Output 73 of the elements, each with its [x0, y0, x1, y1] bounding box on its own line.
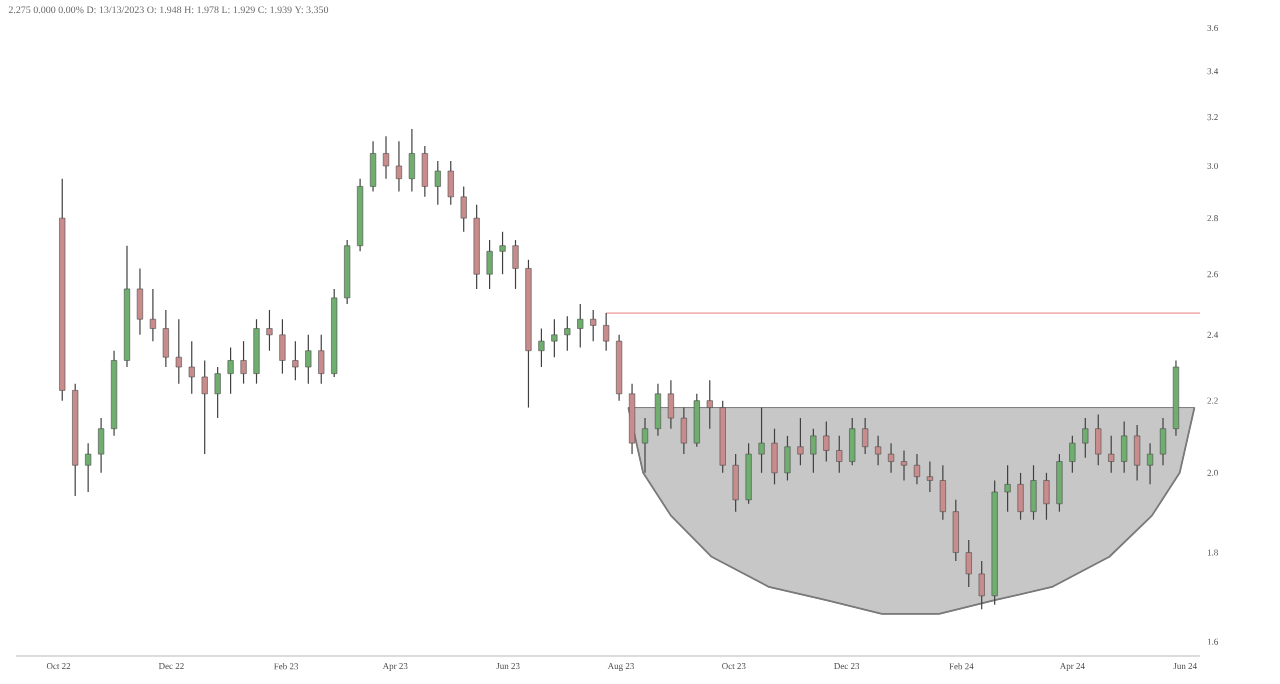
candlestick [680, 406, 687, 455]
candlestick [693, 393, 700, 448]
candlestick [887, 442, 895, 474]
candlestick [654, 383, 662, 437]
candlestick [175, 318, 182, 385]
candlestick [745, 442, 752, 505]
candlestick [188, 340, 195, 395]
candlestick [369, 140, 377, 193]
candlestick [913, 453, 921, 485]
candlestick [240, 340, 247, 385]
candlestick [706, 379, 713, 430]
candlestick [149, 288, 156, 342]
candlestick [253, 318, 260, 385]
candlestick [1030, 464, 1037, 521]
candlestick [978, 560, 985, 610]
candlestick [421, 145, 428, 198]
candlestick [305, 334, 312, 385]
candlestick [227, 346, 234, 395]
candlestick [292, 340, 299, 381]
candlestick [266, 309, 273, 352]
candlestick [564, 315, 571, 352]
candlestick [1095, 413, 1102, 466]
candlestick [849, 417, 856, 466]
candlestick [1069, 435, 1076, 474]
candlestick [434, 160, 441, 206]
candlestick [551, 318, 558, 358]
candlestick [318, 334, 325, 385]
candlestick [460, 185, 467, 233]
candlestick [447, 160, 454, 206]
candlestick [1108, 435, 1115, 474]
candlestick [965, 539, 972, 588]
candlestick [512, 239, 519, 290]
candlestick [939, 464, 946, 521]
candlestick [771, 428, 778, 485]
candlestick [408, 128, 415, 193]
candlestick [201, 359, 208, 455]
candlestick [382, 135, 390, 180]
candlestick [603, 312, 610, 352]
candlestick [900, 449, 908, 482]
candlestick [395, 140, 403, 193]
candlestick [1134, 424, 1141, 482]
candlestick [758, 406, 765, 474]
candlestick [926, 460, 933, 493]
candlestick [1121, 420, 1128, 474]
candlestick [1146, 442, 1154, 485]
candlestick [784, 435, 791, 482]
candlestick [641, 417, 649, 474]
candlestick [279, 318, 286, 375]
candlestick [85, 442, 92, 493]
candlestick [98, 417, 105, 474]
candlestick [862, 417, 869, 455]
candlestick [590, 309, 597, 342]
candlestick [797, 417, 804, 466]
candlestick [1017, 472, 1024, 521]
candlestick [538, 327, 545, 368]
candlestick [1004, 464, 1011, 513]
candlestick [823, 420, 830, 463]
candlestick [875, 435, 882, 466]
candlestick [1082, 417, 1089, 459]
candlestick [810, 428, 817, 474]
candlestick [214, 366, 221, 419]
candlestick [577, 303, 584, 349]
candlestick [732, 453, 739, 513]
candlestick [486, 239, 493, 290]
candlestick [162, 309, 169, 368]
candlestick [1159, 417, 1167, 466]
candlestick [667, 379, 674, 430]
candlestick [136, 267, 144, 336]
candlestick [836, 435, 843, 474]
candlestick [952, 499, 959, 562]
candlestick [1043, 472, 1050, 521]
candlestick [1056, 453, 1063, 513]
candlestick [499, 231, 506, 275]
